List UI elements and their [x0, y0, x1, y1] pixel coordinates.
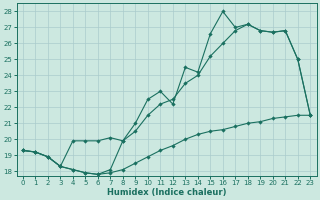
X-axis label: Humidex (Indice chaleur): Humidex (Indice chaleur) — [107, 188, 226, 197]
